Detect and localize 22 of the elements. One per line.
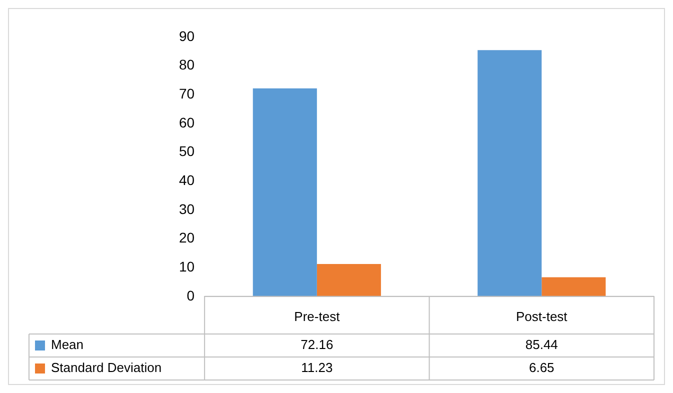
data-label: 11.23 [301,360,333,376]
y-tick-label: 90 [178,28,195,44]
data-label: 72.16 [300,337,334,352]
bar [542,277,606,296]
x-tick-label: Post-test [516,308,568,324]
y-tick-label: 10 [178,258,195,274]
y-tick-label: 80 [178,56,195,73]
y-tick-label: 40 [178,172,195,188]
y-tick-label: 70 [178,86,195,102]
data-label: 85.44 [525,337,558,352]
y-tick-label: 50 [178,143,195,160]
y-tick-label: 60 [178,114,195,130]
y-tick-label: 20 [178,230,195,246]
y-tick-label: 0 [186,287,195,304]
bar [252,88,317,296]
legend-label: Mean [51,337,84,352]
x-tick-label: Pre-test [294,308,340,324]
legend-label: Standard Deviation [51,360,162,376]
y-tick-label: 30 [178,200,195,217]
data-label: 6.65 [528,360,554,376]
bar [316,264,381,296]
bar [478,50,542,296]
